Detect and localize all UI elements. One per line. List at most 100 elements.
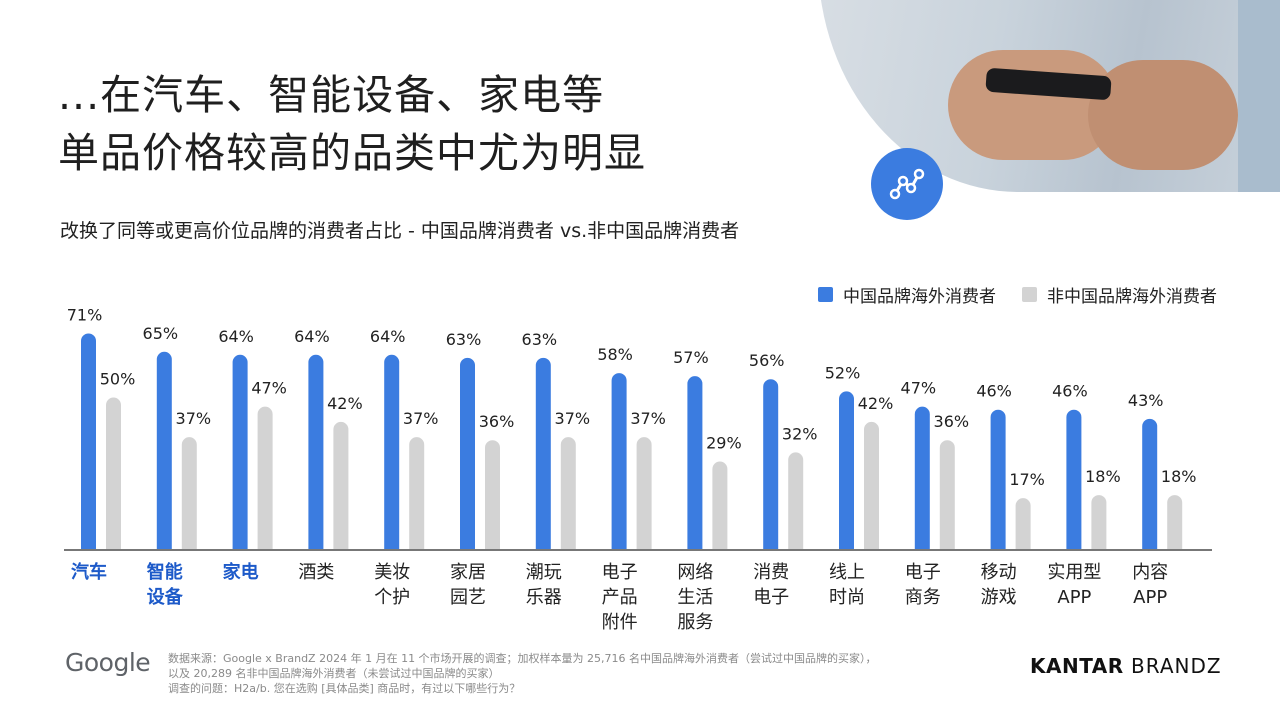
bar-non-chinese [712, 461, 728, 550]
page-title: ...在汽车、智能设备、家电等 单品价格较高的品类中尤为明显 [58, 66, 646, 182]
bar-chinese [839, 391, 854, 550]
category-label-line: 美妆 [374, 562, 411, 583]
category-label-line: 产品 [601, 587, 638, 608]
data-label-non-chinese: 37% [555, 409, 591, 428]
bar-non-chinese [485, 440, 500, 550]
source-line-3: 调查的问题：H2a/b. 您在选购 [具体品类] 商品时，有过以下哪些行为？ [168, 682, 521, 695]
bar-chinese [914, 406, 930, 550]
category-label: 线上 时尚 [802, 560, 892, 610]
bar-non-chinese [939, 440, 955, 550]
kantar-brandz-logo: KANTAR BRANDZ [1030, 654, 1222, 678]
data-label-non-chinese: 42% [858, 394, 894, 413]
bar-non-chinese [1167, 495, 1183, 550]
bar-chinese [687, 376, 703, 550]
bar-non-chinese [333, 421, 349, 550]
data-label-non-chinese: 37% [403, 409, 439, 428]
data-label-chinese: 46% [976, 382, 1012, 401]
data-label-chinese: 64% [218, 327, 254, 346]
data-label-chinese: 58% [597, 345, 633, 364]
category-label-line: 智能 [146, 562, 183, 583]
data-label-chinese: 46% [1052, 382, 1088, 401]
category-label: 家电 [196, 560, 286, 585]
category-label-line: 电子 [753, 587, 790, 608]
data-label-non-chinese: 47% [251, 379, 287, 398]
bar-chinese [1066, 409, 1082, 550]
data-label-non-chinese: 42% [327, 394, 363, 413]
category-label-line: 实用型 [1047, 562, 1102, 583]
bar-chart: 71% 50% 65% 37% 64% 47% 64% 42% 64% 37% 63% 36% 63% 3… [64, 305, 1212, 551]
category-label: 内容 APP [1105, 560, 1195, 610]
bar-non-chinese [257, 406, 273, 550]
category-label-line: APP [1133, 587, 1168, 608]
bar-non-chinese [788, 452, 804, 550]
category-label: 潮玩 乐器 [499, 560, 589, 610]
legend-swatch-non-chinese [1022, 287, 1037, 302]
data-label-chinese: 63% [446, 330, 482, 349]
bar-chinese [384, 354, 400, 550]
data-label-chinese: 71% [67, 305, 103, 324]
legend-item-chinese: 中国品牌海外消费者 [818, 282, 996, 307]
source-line-1: 数据来源：Google x BrandZ 2024 年 1 月在 11 个市场开… [168, 652, 877, 665]
source-line-2: 以及 20,289 名非中国品牌海外消费者（未尝试过中国品牌的买家） [168, 667, 500, 680]
category-label-line: 线上 [829, 562, 865, 583]
category-label-line: 个护 [374, 587, 411, 608]
data-label-chinese: 56% [749, 351, 785, 370]
category-label-line: 电子 [601, 562, 638, 583]
category-label-line: 家电 [222, 562, 259, 583]
category-label: 电子 产品 附件 [575, 560, 665, 635]
bar-non-chinese [181, 437, 197, 550]
category-label: 移动 游戏 [954, 560, 1044, 610]
data-label-non-chinese: 37% [630, 409, 666, 428]
chart-subtitle: 改换了同等或更高价位品牌的消费者占比 - 中国品牌消费者 vs.非中国品牌消费者 [60, 220, 740, 242]
data-label-non-chinese: 32% [782, 424, 818, 443]
bar-chinese [535, 357, 551, 550]
bar-chinese [460, 357, 475, 550]
category-label-line: 家居 [450, 562, 486, 583]
bar-chinese [1142, 418, 1158, 550]
category-label-line: 服务 [677, 612, 714, 633]
bar-chinese [156, 351, 172, 550]
bar-chinese [763, 379, 779, 550]
data-label-non-chinese: 29% [706, 434, 742, 453]
source-note: 数据来源：Google x BrandZ 2024 年 1 月在 11 个市场开… [168, 651, 877, 696]
category-label-line: 游戏 [980, 587, 1017, 608]
data-label-non-chinese: 37% [176, 409, 212, 428]
bar-chinese [990, 409, 1006, 550]
data-label-chinese: 47% [901, 379, 937, 398]
category-label-line: 生活 [677, 587, 714, 608]
category-label: 实用型 APP [1029, 560, 1119, 610]
trend-badge [871, 148, 943, 220]
bar-non-chinese [560, 437, 576, 550]
data-label-chinese: 52% [825, 363, 861, 382]
trend-line-icon [889, 168, 925, 200]
category-label-line: 商务 [904, 587, 941, 608]
legend-swatch-chinese [818, 287, 833, 302]
bar-chinese [232, 354, 248, 550]
category-label: 电子 商务 [878, 560, 968, 610]
data-label-chinese: 57% [673, 348, 709, 367]
bar-chinese [81, 333, 96, 550]
bar-non-chinese [409, 437, 425, 550]
category-label-line: 内容 [1132, 562, 1169, 583]
data-label-non-chinese: 36% [479, 412, 515, 431]
category-label-line: 时尚 [829, 587, 865, 608]
category-label-line: 设备 [146, 587, 183, 608]
legend-item-non-chinese: 非中国品牌海外消费者 [1022, 282, 1217, 307]
legend-label-chinese: 中国品牌海外消费者 [843, 287, 996, 307]
category-label-line: 汽车 [71, 562, 107, 583]
data-label-non-chinese: 50% [100, 370, 136, 389]
legend-label-non-chinese: 非中国品牌海外消费者 [1047, 287, 1217, 307]
data-label-chinese: 43% [1128, 391, 1164, 410]
data-label-chinese: 65% [143, 324, 179, 343]
title-line-1: ...在汽车、智能设备、家电等 [58, 71, 605, 119]
category-label-line: 酒类 [298, 562, 335, 583]
category-label-line: 乐器 [525, 587, 562, 608]
kantar-logo-text: KANTAR [1030, 654, 1124, 678]
category-label-line: 消费 [753, 562, 790, 583]
data-label-non-chinese: 36% [934, 412, 970, 431]
category-label-line: 园艺 [450, 587, 486, 608]
data-label-non-chinese: 18% [1161, 467, 1197, 486]
google-logo: Google [65, 648, 151, 677]
category-label-line: 电子 [904, 562, 941, 583]
category-label-line: 网络 [677, 562, 714, 583]
